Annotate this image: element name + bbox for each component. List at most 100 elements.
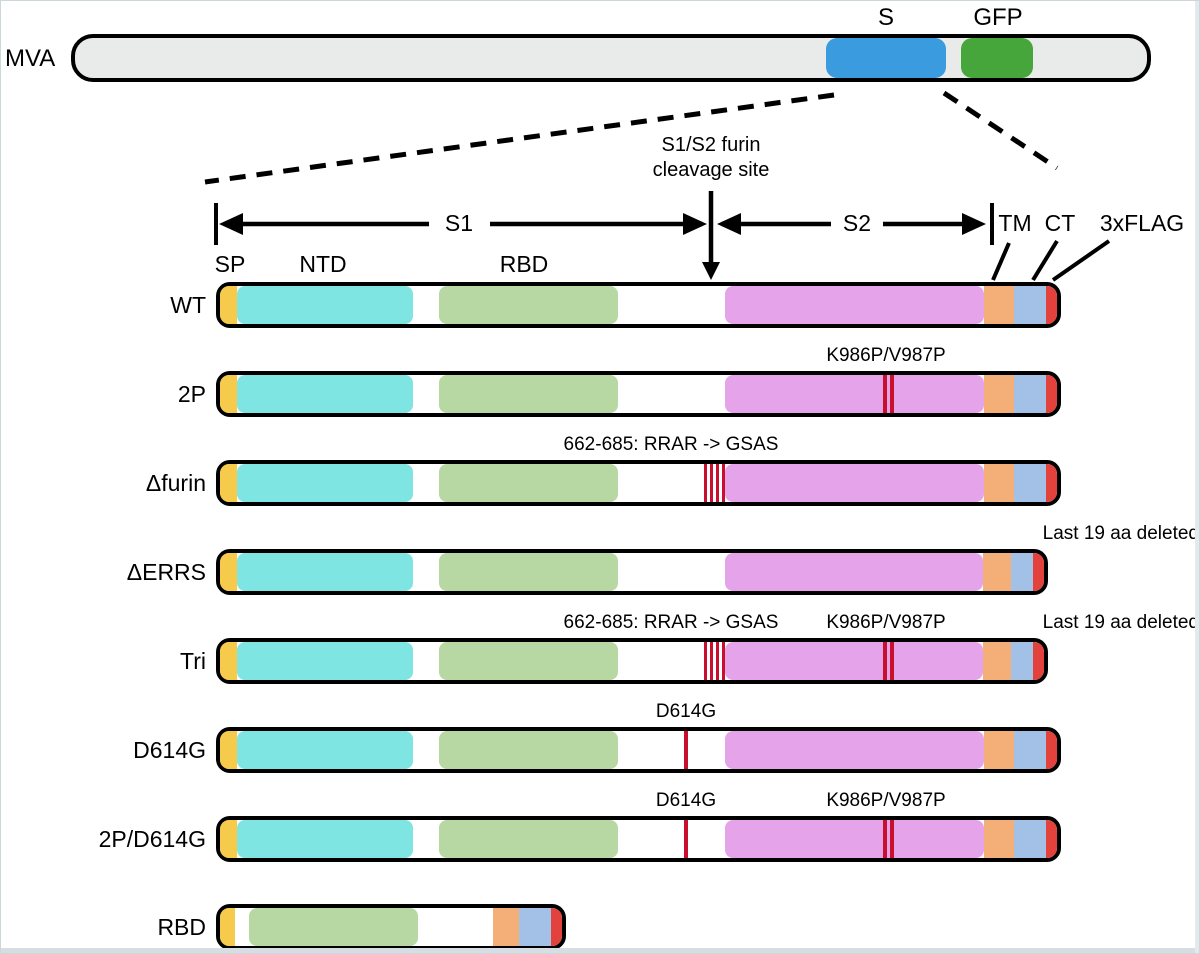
construct-label-tri: Tri (180, 648, 206, 674)
flag-segment (1046, 731, 1057, 769)
ntd-segment (237, 731, 413, 769)
tm-segment (983, 553, 1011, 591)
ct-segment (1014, 375, 1046, 413)
rbd-segment (439, 464, 618, 502)
k986p-mutation-marker (883, 820, 887, 858)
gfp-gene-label: GFP (973, 4, 1023, 31)
rbd-segment (439, 553, 618, 591)
furin-mutation-marker (722, 642, 725, 680)
tm-segment (984, 731, 1014, 769)
ct-segment (1011, 642, 1033, 680)
mva-vector-label: MVA (5, 45, 56, 72)
rbd-domain-label: RBD (499, 251, 549, 277)
furin-mutation-marker (704, 464, 707, 502)
k986p-mutation-marker (883, 642, 887, 680)
mva-genome-bar (71, 34, 1151, 82)
flag-segment (1046, 286, 1057, 324)
construct-bar-rbd (216, 904, 566, 950)
sp-segment (220, 908, 235, 946)
ntd-segment (237, 286, 413, 324)
gfp-gene-segment (961, 38, 1033, 78)
sp-segment (220, 642, 237, 680)
sp-segment (220, 731, 237, 769)
annotation-furin: 662-685: RRAR -> GSAS (563, 612, 779, 633)
construct-label-2p: 2P (177, 381, 206, 407)
rbd-segment (439, 642, 618, 680)
rbd-segment (249, 908, 418, 946)
sp-segment (220, 553, 237, 591)
sp-segment (220, 820, 237, 858)
s2-segment (725, 731, 984, 769)
s2-segment (725, 375, 984, 413)
d614g-mutation-marker (684, 820, 688, 858)
flag-segment (1046, 464, 1057, 502)
rbd-segment (439, 731, 618, 769)
ntd-segment (237, 464, 413, 502)
sp-segment (220, 464, 237, 502)
ct-segment (1014, 286, 1046, 324)
cleavage-arrowhead (702, 262, 720, 280)
annotation-deleted: Last 19 aa deleted (1042, 612, 1199, 633)
construct-bar-tri (216, 638, 1048, 684)
flag-segment (1033, 642, 1044, 680)
s2-domain-label: S2 (842, 210, 872, 236)
furin-mutation-marker (704, 642, 707, 680)
flag-segment (1033, 553, 1044, 591)
construct-label-rbd: RBD (157, 914, 206, 940)
ct-domain-label: CT (1044, 210, 1076, 236)
furin-mutation-marker (722, 464, 725, 502)
ntd-domain-label: NTD (299, 251, 347, 277)
flag-pointer-line (1051, 239, 1111, 282)
flag-segment (1046, 820, 1057, 858)
s-gene-label: S (877, 4, 894, 31)
s2-segment (725, 464, 984, 502)
construct-bar-d614g (216, 727, 1061, 773)
furin-mutation-marker (716, 642, 719, 680)
annotation-k986p: K986P/V987P (826, 790, 946, 811)
s1-arrowhead-right (683, 213, 707, 235)
annotation-deleted: Last 19 aa deleted (1042, 523, 1199, 544)
rbd-segment (439, 375, 618, 413)
tm-segment (984, 820, 1014, 858)
v987p-mutation-marker (890, 820, 894, 858)
flag-segment (551, 908, 562, 946)
s2-arrowhead-left (717, 213, 741, 235)
tm-pointer-line (991, 242, 1011, 281)
cleavage-site-annotation: S1/S2 furin cleavage site (621, 133, 801, 183)
ntd-segment (237, 375, 413, 413)
furin-mutation-marker (716, 464, 719, 502)
ct-pointer-line (1031, 239, 1059, 282)
construct-bar-derrs (216, 549, 1048, 595)
ntd-segment (237, 642, 413, 680)
tm-segment (983, 642, 1011, 680)
tm-domain-label: TM (998, 210, 1032, 236)
s2-segment (725, 642, 983, 680)
d614g-mutation-marker (684, 731, 688, 769)
tm-segment (984, 375, 1014, 413)
ct-segment (1014, 731, 1046, 769)
construct-label-derrs: ΔERRS (126, 559, 206, 585)
annotation-furin: 662-685: RRAR -> GSAS (563, 434, 779, 455)
s2-segment (725, 820, 984, 858)
annotation-k986p: K986P/V987P (826, 612, 946, 633)
ct-segment (1011, 553, 1033, 591)
s2-segment (725, 553, 983, 591)
flag-tag-label: 3xFLAG (1099, 210, 1185, 236)
cleavage-annotation-line2: cleavage site (652, 159, 770, 181)
tm-segment (984, 464, 1014, 502)
tm-segment (984, 286, 1014, 324)
annotation-k986p: K986P/V987P (826, 345, 946, 366)
s1-domain-label: S1 (444, 210, 474, 236)
ntd-segment (237, 820, 413, 858)
k986p-mutation-marker (883, 375, 887, 413)
s2-arrowhead-right (962, 213, 986, 235)
rbd-segment (439, 820, 618, 858)
ct-segment (1014, 820, 1046, 858)
annotation-d614g: D614G (655, 790, 717, 811)
ntd-segment (237, 553, 413, 591)
s2-segment (725, 286, 984, 324)
s-gene-segment (826, 38, 946, 78)
construct-bar-wt (216, 282, 1061, 328)
sp-segment (220, 375, 237, 413)
